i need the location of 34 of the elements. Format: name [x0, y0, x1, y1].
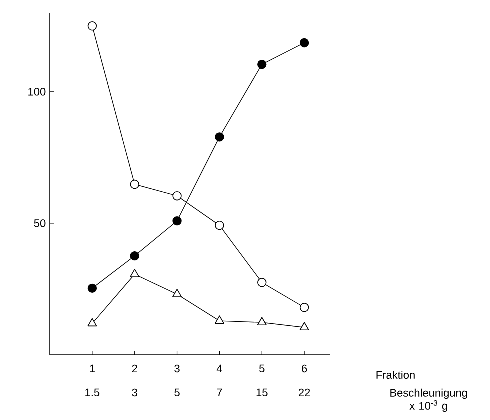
- x-tick-label: 6: [302, 364, 308, 373]
- text: 1.5: [86, 388, 100, 397]
- x-tick-label: 2: [132, 364, 138, 373]
- point: [130, 251, 140, 261]
- x-axis-title: Fraktion: [376, 370, 415, 380]
- y-tick-label: 100: [28, 88, 46, 96]
- point: [257, 317, 267, 326]
- text: 3: [132, 388, 138, 397]
- point: [215, 132, 224, 142]
- point: [130, 180, 140, 190]
- point: [130, 269, 140, 278]
- x-tick-label: 5: [260, 364, 265, 373]
- point: [172, 191, 182, 201]
- point: [88, 284, 98, 294]
- point: [300, 303, 310, 312]
- point: [215, 220, 224, 230]
- point: [300, 322, 310, 331]
- y-tick-label: 50: [34, 220, 46, 228]
- point: [300, 38, 310, 48]
- text: 5: [174, 388, 180, 397]
- point: [258, 278, 267, 288]
- text: 7: [217, 388, 222, 396]
- point: [172, 289, 182, 298]
- x-tick-label: 4: [216, 364, 222, 372]
- text: 22: [298, 388, 310, 397]
- point: [258, 60, 267, 70]
- point: [214, 316, 224, 324]
- x-tick-label: 3: [174, 364, 180, 373]
- point: [88, 22, 98, 31]
- x-tick-label: 1: [90, 364, 95, 372]
- point: [172, 216, 182, 226]
- text: Beschleunigung x 10$^{-3}$ g: [390, 388, 468, 412]
- text: 15: [256, 388, 268, 397]
- point: [88, 318, 98, 327]
